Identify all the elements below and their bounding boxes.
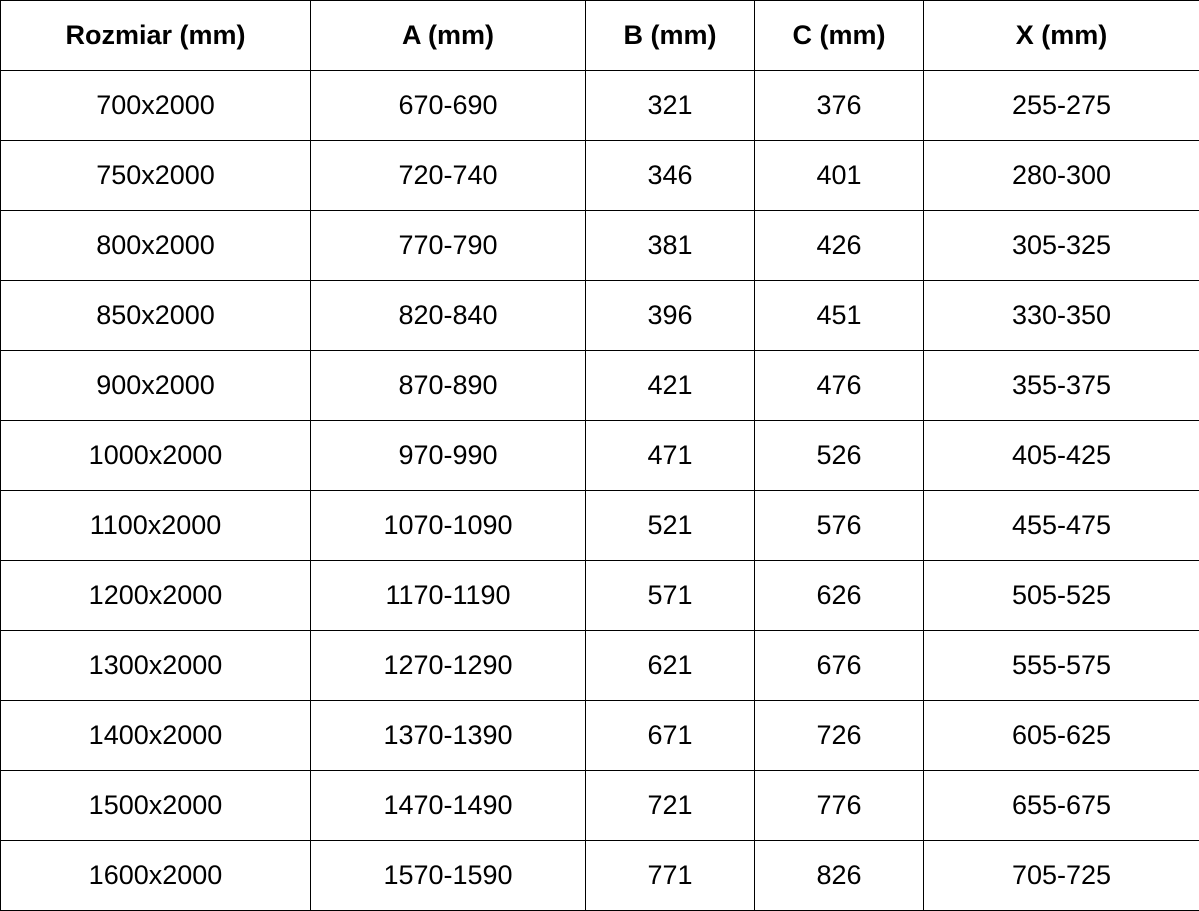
header-x: X (mm) bbox=[923, 0, 1199, 71]
cell-b: 571 bbox=[585, 560, 755, 631]
cell-b: 421 bbox=[585, 350, 755, 421]
cell-rozmiar: 1100x2000 bbox=[0, 490, 311, 561]
table-row: 700x2000 670-690 321 376 255-275 bbox=[0, 70, 1199, 141]
cell-x: 455-475 bbox=[923, 490, 1199, 561]
cell-a: 1370-1390 bbox=[310, 700, 586, 771]
cell-rozmiar: 1600x2000 bbox=[0, 840, 311, 911]
cell-rozmiar: 1300x2000 bbox=[0, 630, 311, 701]
cell-a: 1470-1490 bbox=[310, 770, 586, 841]
cell-a: 720-740 bbox=[310, 140, 586, 211]
cell-rozmiar: 700x2000 bbox=[0, 70, 311, 141]
cell-rozmiar: 1500x2000 bbox=[0, 770, 311, 841]
cell-a: 670-690 bbox=[310, 70, 586, 141]
cell-b: 381 bbox=[585, 210, 755, 281]
table-row: 1600x2000 1570-1590 771 826 705-725 bbox=[0, 840, 1199, 911]
cell-c: 626 bbox=[754, 560, 924, 631]
table-row: 750x2000 720-740 346 401 280-300 bbox=[0, 140, 1199, 211]
header-a: A (mm) bbox=[310, 0, 586, 71]
cell-rozmiar: 1000x2000 bbox=[0, 420, 311, 491]
cell-b: 346 bbox=[585, 140, 755, 211]
cell-x: 280-300 bbox=[923, 140, 1199, 211]
cell-rozmiar: 800x2000 bbox=[0, 210, 311, 281]
cell-b: 521 bbox=[585, 490, 755, 561]
cell-a: 1570-1590 bbox=[310, 840, 586, 911]
cell-c: 451 bbox=[754, 280, 924, 351]
table-body: 700x2000 670-690 321 376 255-275 750x2000 720-… bbox=[0, 70, 1199, 911]
table-row: 1300x2000 1270-1290 621 676 555-575 bbox=[0, 630, 1199, 701]
cell-rozmiar: 900x2000 bbox=[0, 350, 311, 421]
cell-b: 471 bbox=[585, 420, 755, 491]
table-row: 1200x2000 1170-1190 571 626 505-525 bbox=[0, 560, 1199, 631]
cell-c: 676 bbox=[754, 630, 924, 701]
cell-a: 870-890 bbox=[310, 350, 586, 421]
cell-x: 330-350 bbox=[923, 280, 1199, 351]
cell-a: 820-840 bbox=[310, 280, 586, 351]
cell-c: 426 bbox=[754, 210, 924, 281]
table-row: 1400x2000 1370-1390 671 726 605-625 bbox=[0, 700, 1199, 771]
cell-c: 826 bbox=[754, 840, 924, 911]
cell-a: 1270-1290 bbox=[310, 630, 586, 701]
cell-x: 605-625 bbox=[923, 700, 1199, 771]
cell-x: 355-375 bbox=[923, 350, 1199, 421]
cell-c: 726 bbox=[754, 700, 924, 771]
cell-c: 476 bbox=[754, 350, 924, 421]
cell-x: 655-675 bbox=[923, 770, 1199, 841]
table-row: 1500x2000 1470-1490 721 776 655-675 bbox=[0, 770, 1199, 841]
table-row: 1000x2000 970-990 471 526 405-425 bbox=[0, 420, 1199, 491]
header-c: C (mm) bbox=[754, 0, 924, 71]
cell-rozmiar: 1200x2000 bbox=[0, 560, 311, 631]
cell-a: 770-790 bbox=[310, 210, 586, 281]
cell-x: 705-725 bbox=[923, 840, 1199, 911]
table-row: 1100x2000 1070-1090 521 576 455-475 bbox=[0, 490, 1199, 561]
cell-x: 405-425 bbox=[923, 420, 1199, 491]
table-row: 900x2000 870-890 421 476 355-375 bbox=[0, 350, 1199, 421]
cell-b: 621 bbox=[585, 630, 755, 701]
cell-a: 1070-1090 bbox=[310, 490, 586, 561]
header-rozmiar: Rozmiar (mm) bbox=[0, 0, 311, 71]
header-row: Rozmiar (mm) A (mm) B (mm) C (mm) X (mm) bbox=[0, 0, 1199, 71]
table-row: 800x2000 770-790 381 426 305-325 bbox=[0, 210, 1199, 281]
cell-rozmiar: 850x2000 bbox=[0, 280, 311, 351]
cell-b: 396 bbox=[585, 280, 755, 351]
table-row: 850x2000 820-840 396 451 330-350 bbox=[0, 280, 1199, 351]
cell-b: 321 bbox=[585, 70, 755, 141]
cell-a: 1170-1190 bbox=[310, 560, 586, 631]
cell-rozmiar: 1400x2000 bbox=[0, 700, 311, 771]
header-b: B (mm) bbox=[585, 0, 755, 71]
cell-x: 305-325 bbox=[923, 210, 1199, 281]
cell-b: 771 bbox=[585, 840, 755, 911]
cell-c: 526 bbox=[754, 420, 924, 491]
cell-a: 970-990 bbox=[310, 420, 586, 491]
cell-b: 671 bbox=[585, 700, 755, 771]
cell-x: 555-575 bbox=[923, 630, 1199, 701]
cell-c: 576 bbox=[754, 490, 924, 561]
cell-c: 776 bbox=[754, 770, 924, 841]
cell-c: 376 bbox=[754, 70, 924, 141]
cell-x: 255-275 bbox=[923, 70, 1199, 141]
cell-rozmiar: 750x2000 bbox=[0, 140, 311, 211]
cell-x: 505-525 bbox=[923, 560, 1199, 631]
cell-b: 721 bbox=[585, 770, 755, 841]
cell-c: 401 bbox=[754, 140, 924, 211]
